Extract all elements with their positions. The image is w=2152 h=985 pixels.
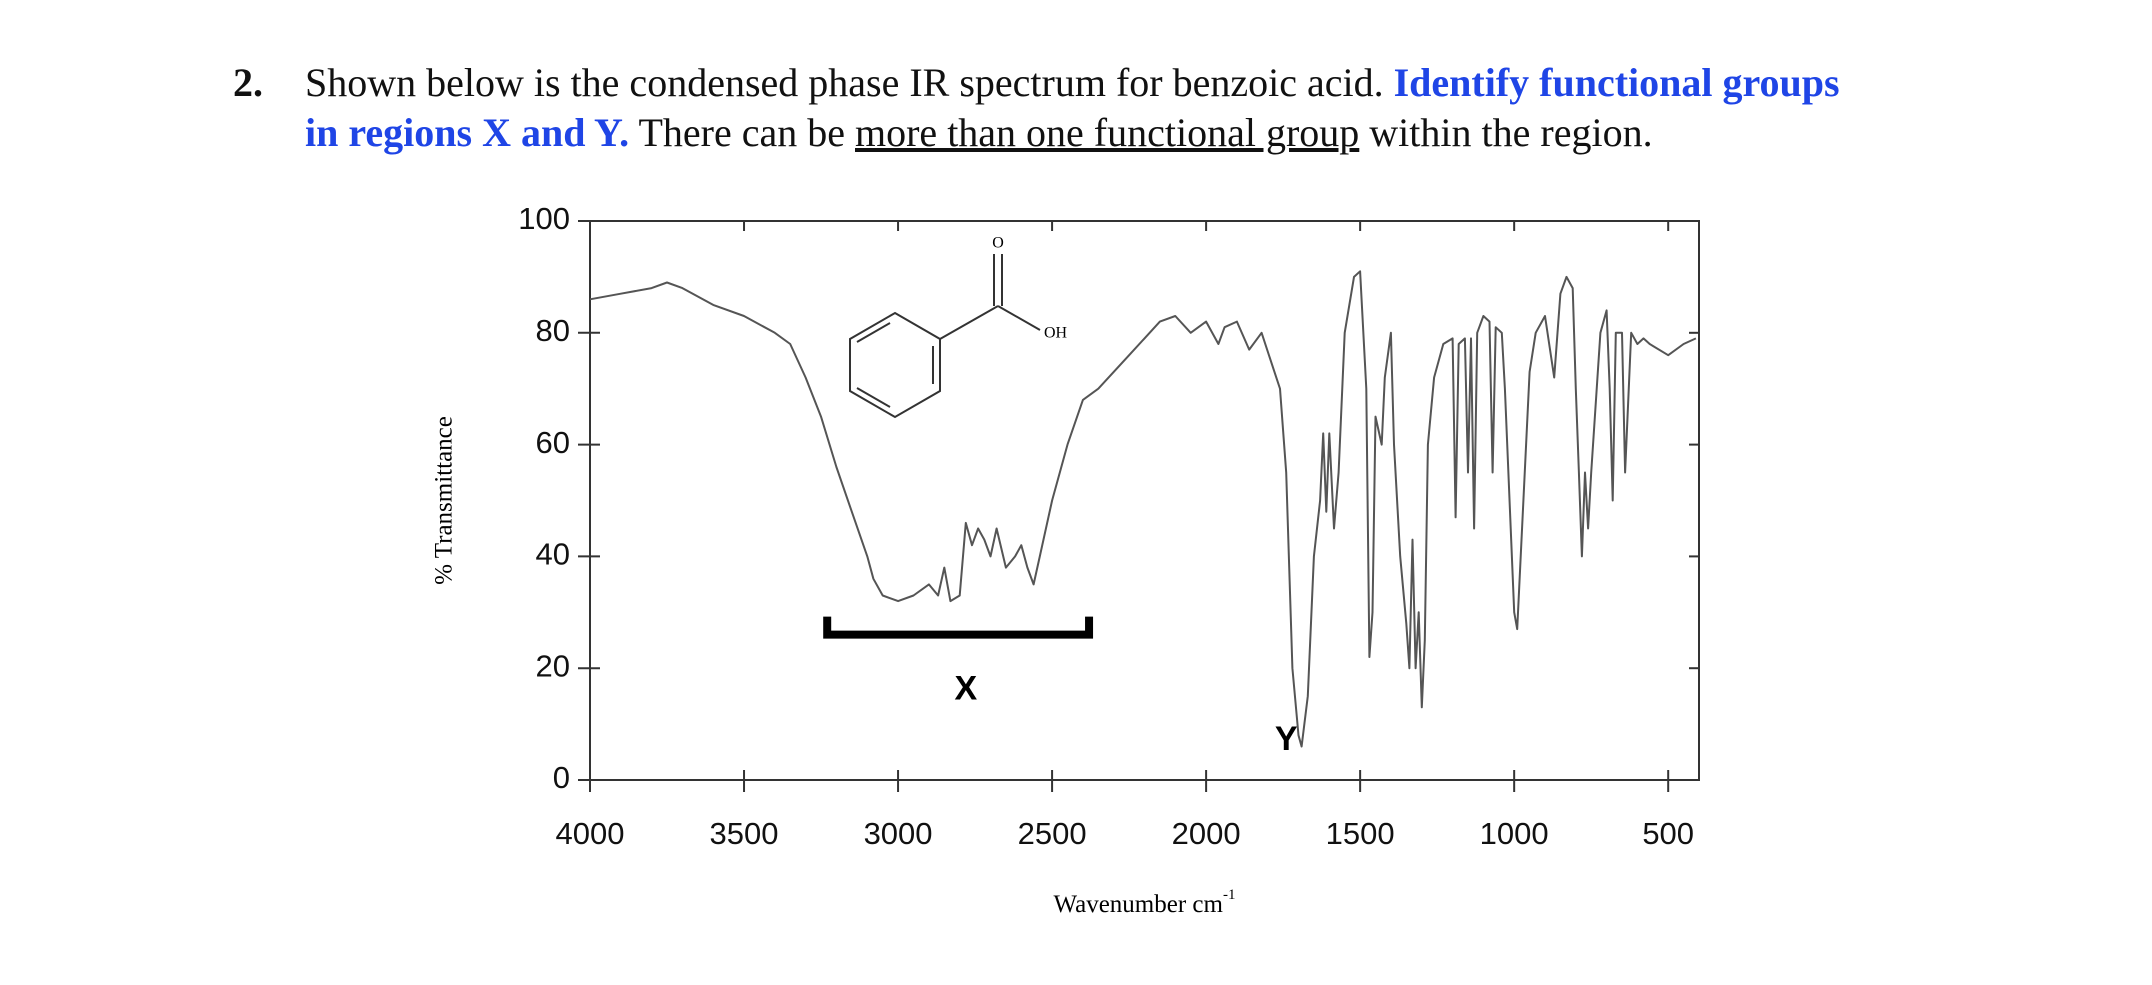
text-segment: in regions X and Y. [305, 110, 630, 155]
x-axis-label-text: Wavenumber cm [1054, 891, 1224, 918]
x-tick-label: 500 [1642, 816, 1694, 851]
question-line: Shown below is the condensed phase IR sp… [305, 58, 1840, 108]
question-text: Shown below is the condensed phase IR sp… [233, 58, 1840, 158]
bond [939, 305, 999, 340]
text-segment: Shown below is the condensed phase IR sp… [305, 60, 1394, 105]
spectrum-line [589, 270, 1697, 748]
x-tick-label: 2000 [1172, 816, 1241, 851]
annotation: X [954, 670, 977, 708]
y-tick-label: 40 [536, 537, 570, 572]
y-tick-label: 100 [518, 201, 570, 236]
x-axis-label: Wavenumber cm-1 [1054, 887, 1236, 917]
text-segment: There can be [629, 110, 855, 155]
benzene-ring [849, 311, 941, 419]
x-axis-label-sup: -1 [1223, 887, 1236, 903]
atom-label: O [992, 235, 1004, 252]
y-tick-label: 60 [536, 425, 570, 460]
bond [997, 305, 1041, 331]
question-line: in regions X and Y. There can be more th… [305, 108, 1840, 158]
question: 2. Shown below is the condensed phase IR… [233, 58, 1840, 158]
molecule [849, 254, 1041, 419]
y-tick-label: 20 [536, 648, 570, 683]
y-tick-label: 80 [536, 313, 570, 348]
ring-bond [856, 322, 891, 343]
plot-frame [589, 220, 1700, 781]
ring-bond [856, 387, 891, 408]
x-tick-label: 1000 [1480, 816, 1549, 851]
x-tick-label: 2500 [1018, 816, 1087, 851]
x-tick-label: 4000 [556, 816, 625, 851]
y-axis-label: % Transmittance [431, 416, 458, 585]
annotation: Y [1275, 720, 1298, 758]
text-segment: more than one functional group [855, 110, 1360, 155]
y-tick-label: 0 [553, 760, 570, 795]
atom-label: OH [1044, 325, 1068, 342]
x-tick-label: 1500 [1326, 816, 1395, 851]
region-bracket [823, 616, 1094, 639]
text-segment: Identify functional groups [1393, 60, 1840, 105]
question-number: 2. [233, 60, 263, 105]
text-segment: within the region. [1359, 110, 1653, 155]
x-tick-label: 3500 [710, 816, 779, 851]
x-tick-label: 3000 [864, 816, 933, 851]
